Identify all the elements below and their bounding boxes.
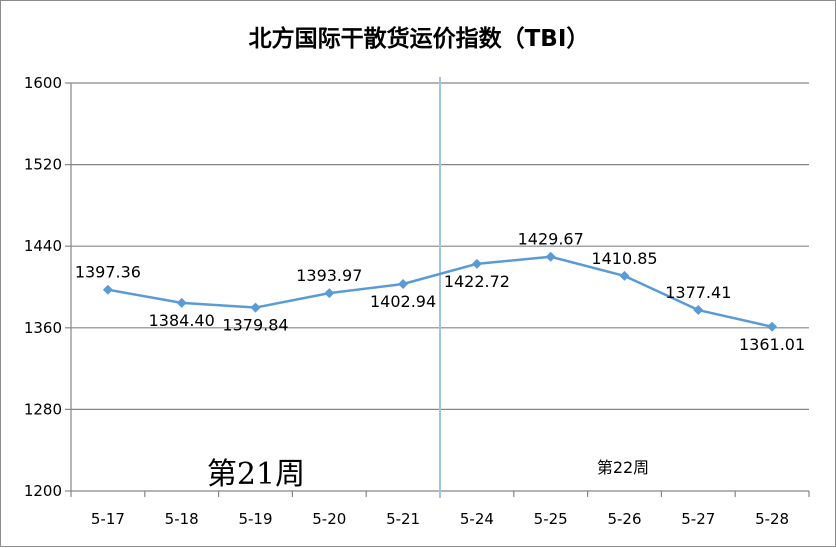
data-label-5-18: 1384.40 bbox=[149, 311, 215, 330]
data-label-5-24: 1422.72 bbox=[444, 272, 510, 291]
data-label-5-19: 1379.84 bbox=[222, 316, 288, 335]
data-label-5-21: 1402.94 bbox=[370, 292, 436, 311]
x-tick-label-5-18: 5-18 bbox=[165, 510, 199, 528]
x-tick-label-5-26: 5-26 bbox=[607, 510, 641, 528]
x-tick-label-5-28: 5-28 bbox=[755, 510, 789, 528]
y-tick-label-1440: 1440 bbox=[24, 237, 62, 255]
tbi-series bbox=[102, 251, 778, 332]
x-tick-labels: 5-17 5-18 5-19 5-20 5-21 5-24 5-25 5-26 5-27 5-28 bbox=[91, 510, 789, 528]
data-label-5-25: 1429.67 bbox=[518, 230, 584, 249]
data-point-5-25 bbox=[545, 251, 556, 262]
x-tick-label-5-19: 5-19 bbox=[238, 510, 272, 528]
week21-label: 第21周 bbox=[207, 457, 305, 492]
data-label-5-26: 1410.85 bbox=[591, 249, 657, 268]
x-tick-label-5-24: 5-24 bbox=[460, 510, 494, 528]
data-point-5-27 bbox=[693, 305, 704, 316]
series-line bbox=[107, 255, 773, 328]
data-label-5-17: 1397.36 bbox=[75, 263, 141, 282]
data-point-5-28 bbox=[767, 321, 778, 332]
data-label-5-28: 1361.01 bbox=[739, 335, 805, 354]
y-tick-label-1600: 1600 bbox=[24, 74, 62, 92]
x-tick-label-5-27: 5-27 bbox=[681, 510, 715, 528]
data-point-5-17 bbox=[102, 284, 113, 295]
week22-label: 第22周 bbox=[597, 458, 649, 477]
y-tick-label-1200: 1200 bbox=[24, 482, 62, 500]
x-tick-label-5-21: 5-21 bbox=[386, 510, 420, 528]
y-tick-labels: 1200 1280 1360 1440 1520 1600 bbox=[24, 74, 62, 500]
data-labels: 1397.36 1384.40 1379.84 1393.97 1402.94 1422.… bbox=[75, 230, 805, 354]
y-tick-label-1520: 1520 bbox=[24, 156, 62, 174]
x-tick-label-5-20: 5-20 bbox=[312, 510, 346, 528]
data-label-5-20: 1393.97 bbox=[296, 266, 362, 285]
data-point-5-19 bbox=[250, 302, 261, 313]
data-label-5-27: 1377.41 bbox=[665, 283, 731, 302]
data-point-5-18 bbox=[176, 297, 187, 308]
data-point-5-26 bbox=[619, 270, 630, 281]
data-point-5-24 bbox=[471, 258, 482, 269]
y-tick-label-1360: 1360 bbox=[24, 319, 62, 337]
x-tick-label-5-17: 5-17 bbox=[91, 510, 125, 528]
y-tick-label-1280: 1280 bbox=[24, 400, 62, 418]
chart-title: 北方国际干散货运价指数（TBI） bbox=[249, 25, 590, 52]
data-point-5-21 bbox=[398, 279, 409, 290]
data-point-5-20 bbox=[324, 288, 335, 299]
x-tick-label-5-25: 5-25 bbox=[534, 510, 568, 528]
